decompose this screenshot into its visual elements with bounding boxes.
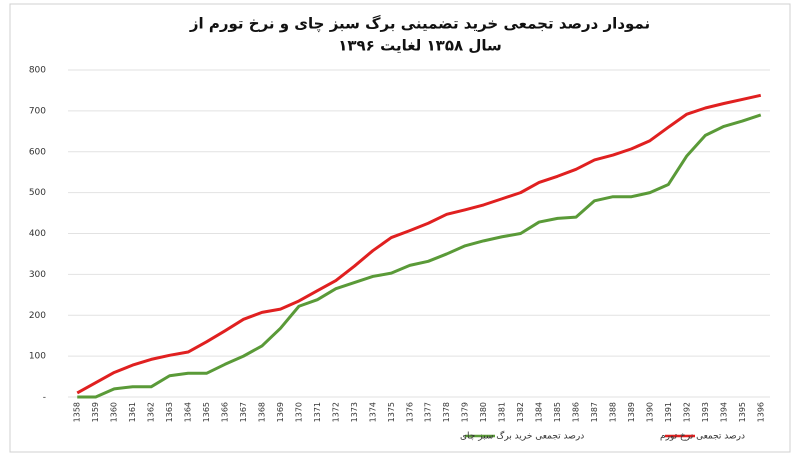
series-line <box>77 113 762 399</box>
x-tick-label: 1363 <box>165 402 174 422</box>
x-tick-label: 1373 <box>350 402 359 422</box>
x-tick-label: 1382 <box>516 402 525 422</box>
chart-title: سال ۱۳۵۸ لغایت ۱۳۹۶ <box>338 37 502 55</box>
x-tick-label: 1385 <box>553 402 562 422</box>
x-tick-label: 1376 <box>405 402 414 422</box>
x-tick-label: 1371 <box>313 402 322 422</box>
legend-label: درصد تجمعی خرید برگ سبز چای <box>460 430 584 442</box>
y-tick-label: - <box>43 393 46 403</box>
x-tick-label: 1370 <box>294 402 303 422</box>
x-tick-label: 1375 <box>387 402 396 422</box>
y-tick-label: 300 <box>29 270 46 280</box>
x-tick-label: 1372 <box>331 402 340 422</box>
x-tick-label: 1366 <box>221 402 230 422</box>
y-tick-label: 400 <box>29 229 46 239</box>
x-tick-label: 1394 <box>719 402 728 422</box>
x-tick-label: 1362 <box>147 402 156 422</box>
x-tick-label: 1395 <box>738 402 747 422</box>
legend-label: درصد تجمعی نرخ تورم <box>660 432 745 442</box>
x-tick-label: 1396 <box>756 402 765 422</box>
x-tick-label: 1386 <box>572 402 581 422</box>
y-tick-label: 600 <box>29 147 46 157</box>
x-tick-label: 1360 <box>110 402 119 422</box>
x-tick-label: 1381 <box>498 402 507 422</box>
x-tick-label: 1364 <box>184 402 193 422</box>
x-tick-label: 1379 <box>461 402 470 422</box>
y-tick-label: 200 <box>29 311 46 321</box>
y-tick-label: 100 <box>29 352 46 362</box>
y-tick-label: 800 <box>29 66 46 76</box>
x-tick-label: 1377 <box>424 402 433 422</box>
y-tick-label: 700 <box>29 106 46 116</box>
chart-border <box>9 3 791 453</box>
x-tick-label: 1365 <box>202 402 211 422</box>
y-tick-label: 500 <box>29 188 46 198</box>
x-tick-label: 1389 <box>627 402 636 422</box>
x-tick-label: 1369 <box>276 402 285 422</box>
x-tick-label: 1361 <box>128 402 137 422</box>
x-tick-label: 1380 <box>479 402 488 422</box>
x-tick-label: 1387 <box>590 402 599 422</box>
x-tick-label: 1374 <box>368 402 377 422</box>
series-line <box>76 93 762 395</box>
x-tick-label: 1384 <box>535 402 544 422</box>
x-tick-label: 1392 <box>682 402 691 422</box>
chart-title: نمودار درصد تجمعی خرید تضمینی برگ سبز چا… <box>189 15 650 34</box>
x-tick-label: 1390 <box>645 402 654 422</box>
x-tick-label: 1378 <box>442 402 451 422</box>
x-tick-label: 1391 <box>664 402 673 422</box>
x-tick-label: 1367 <box>239 402 248 422</box>
x-tick-label: 1393 <box>701 402 710 422</box>
x-tick-label: 1388 <box>608 402 617 422</box>
x-tick-label: 1358 <box>73 402 82 422</box>
x-tick-label: 1368 <box>257 402 266 422</box>
x-tick-label: 1359 <box>91 402 100 422</box>
